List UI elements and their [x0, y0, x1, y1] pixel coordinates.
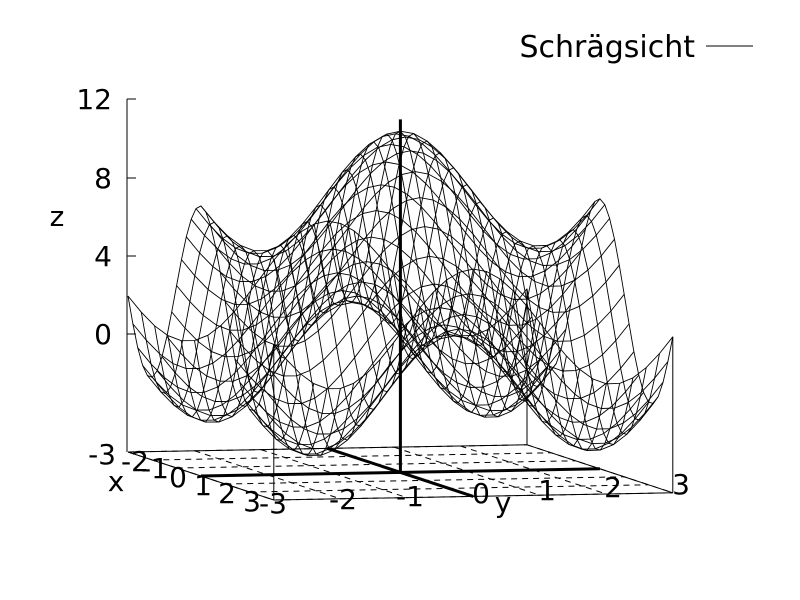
mesh-line-y	[486, 239, 634, 446]
z-tick-12: 12	[76, 83, 112, 116]
x-tick-2: 2	[218, 477, 236, 510]
mesh-line-x	[268, 293, 669, 414]
grid-line-y	[194, 450, 341, 500]
mesh-line-x	[181, 184, 581, 305]
base-border	[273, 492, 673, 501]
base-grid	[127, 444, 673, 501]
mesh-line-y	[313, 133, 461, 340]
y-tick-minus1: -1	[396, 480, 424, 513]
x-tick-1: 1	[194, 469, 212, 502]
mesh-line-y	[446, 240, 594, 447]
surface-mesh	[127, 130, 674, 456]
legend-label: Schrägsicht	[519, 30, 695, 65]
mesh-line-x	[263, 313, 664, 435]
mesh-line-y	[526, 198, 674, 405]
mesh-line-y	[167, 245, 315, 451]
mesh-line-y	[247, 204, 394, 411]
grid-line-y	[260, 449, 407, 499]
mesh-line-y	[433, 230, 581, 437]
mesh-line-x	[205, 136, 606, 257]
grid-line-y	[460, 445, 607, 495]
mesh-line-y	[273, 169, 421, 375]
mesh-line-y	[140, 221, 288, 428]
mesh-line-x	[137, 272, 538, 393]
x-tick-3: 3	[243, 485, 261, 518]
y-axis-label: y	[495, 486, 512, 519]
mesh-line-y	[393, 184, 541, 390]
y-tick-1: 1	[538, 474, 556, 507]
mesh-line-y	[327, 130, 474, 337]
y-tick-minus2: -2	[329, 483, 357, 516]
z-axis-ticks	[127, 98, 136, 335]
z-axis-label: z	[50, 200, 65, 233]
x-tick-0: 0	[169, 461, 187, 494]
x-tick-minus2: -2	[121, 445, 149, 478]
mesh-line-y	[220, 234, 368, 441]
base-border	[127, 444, 528, 453]
mesh-line-x	[210, 150, 610, 271]
y-tick-0: 0	[472, 477, 490, 510]
mesh-line-x	[195, 133, 596, 254]
base-border	[526, 444, 673, 494]
box-edges	[273, 119, 674, 500]
mesh-line-x	[156, 295, 557, 417]
grid-line-y	[393, 446, 540, 496]
mesh-line-y	[154, 235, 301, 442]
z-tick-0: 0	[94, 318, 112, 351]
x-axis-label: x	[108, 465, 125, 498]
mesh-line-x	[249, 334, 649, 455]
mesh-line-y	[194, 250, 341, 456]
z-tick-4: 4	[94, 240, 112, 273]
mesh-line-y	[260, 186, 408, 393]
mesh-line-y	[513, 214, 660, 421]
mesh-line-y	[380, 167, 527, 373]
base-border	[127, 451, 274, 501]
mesh-line-y	[499, 229, 647, 435]
y-tick-minus3: -3	[259, 487, 287, 520]
mesh-line-y	[180, 250, 328, 456]
mesh-line-y	[287, 153, 434, 360]
x-tick-minus1: -1	[141, 452, 169, 485]
mesh-line-y	[207, 244, 355, 451]
z-tick-minus3: -3	[88, 438, 116, 471]
y-tick-3: 3	[672, 468, 690, 501]
mesh-line-y	[406, 201, 554, 408]
mesh-line-y	[300, 141, 448, 348]
z-tick-8: 8	[94, 162, 112, 195]
mesh-line-y	[233, 220, 381, 427]
y-tick-2: 2	[604, 471, 622, 504]
mesh-line-y	[460, 245, 607, 452]
mesh-line-y	[473, 244, 621, 451]
mesh-line-y	[340, 133, 488, 339]
mesh-line-y	[420, 217, 567, 424]
mesh-line-y	[127, 205, 275, 412]
